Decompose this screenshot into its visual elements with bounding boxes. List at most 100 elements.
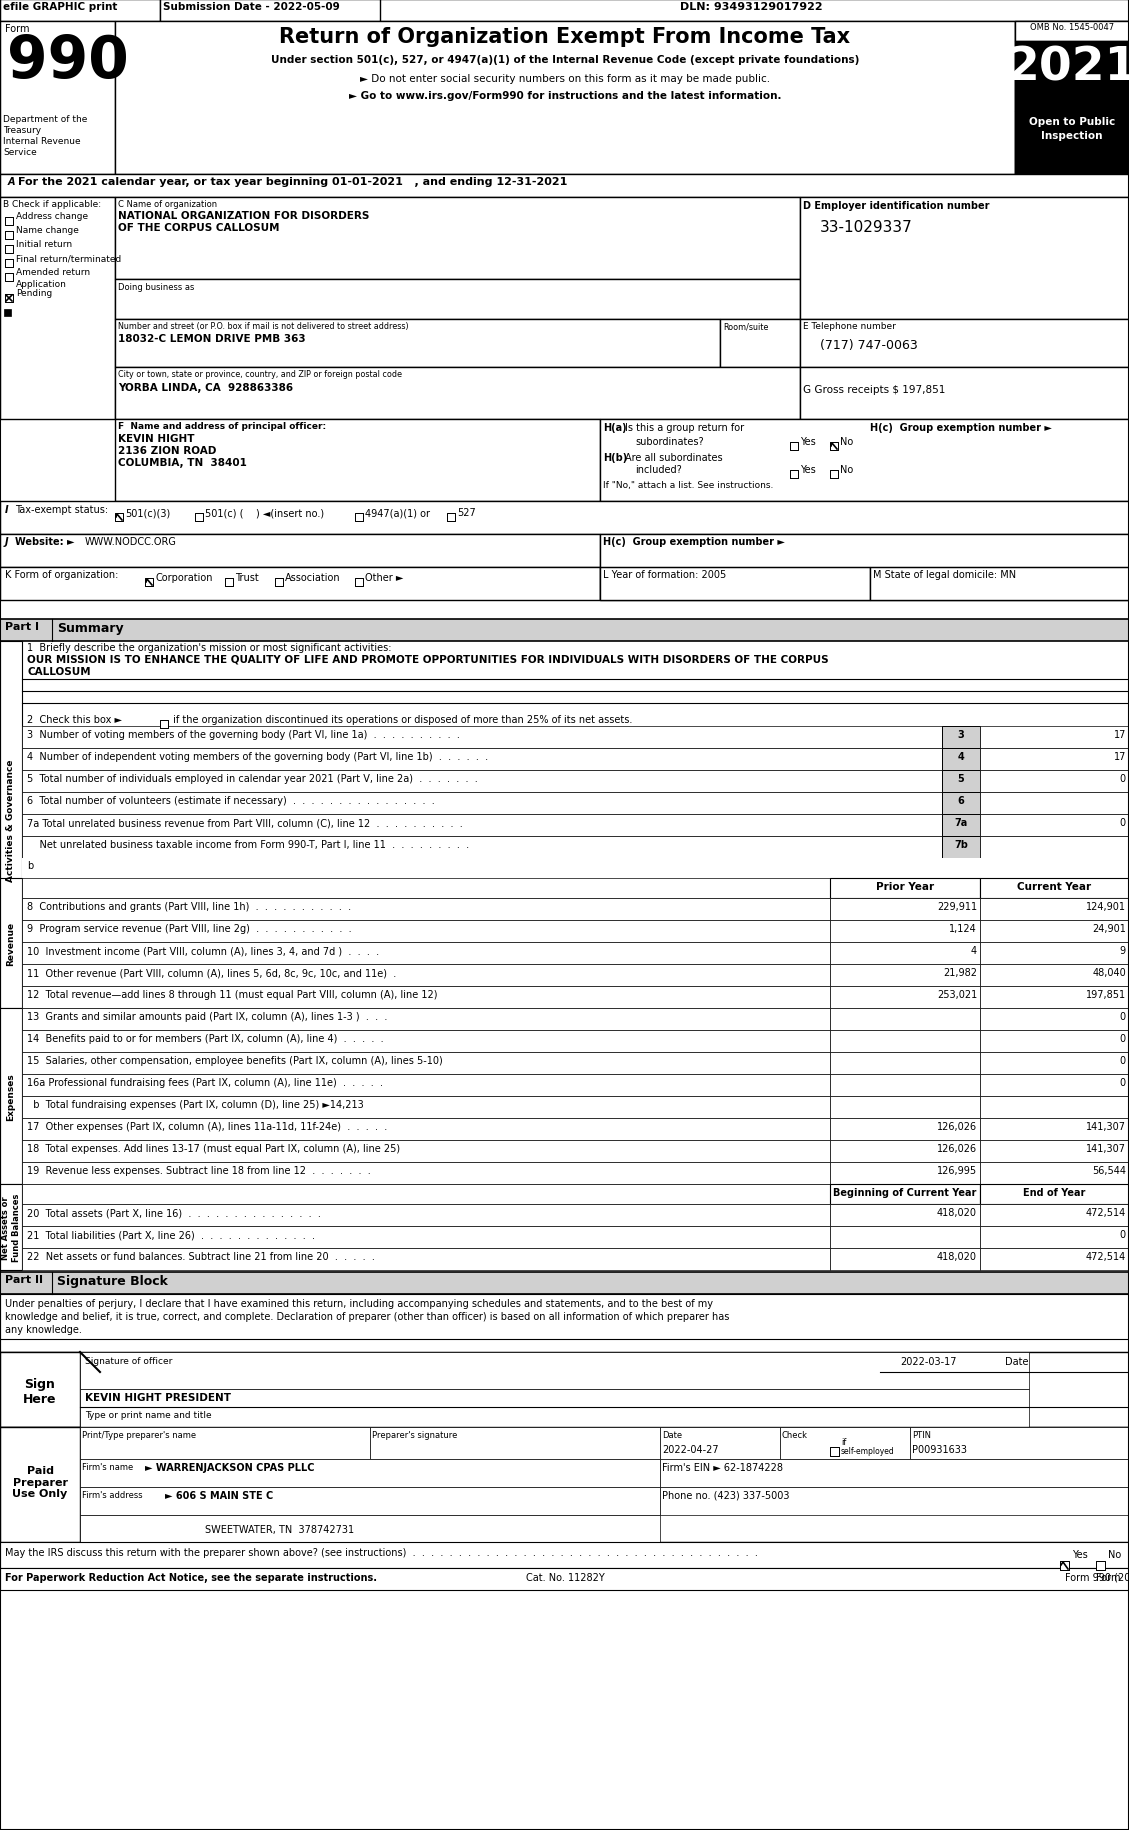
Bar xyxy=(0,567,599,600)
Bar xyxy=(21,814,942,836)
Bar xyxy=(21,1052,830,1074)
Bar xyxy=(21,1118,830,1140)
Bar xyxy=(980,964,1129,986)
Bar xyxy=(830,1118,980,1140)
Text: 501(c)(3): 501(c)(3) xyxy=(125,507,170,518)
Text: OUR MISSION IS TO ENHANCE THE QUALITY OF LIFE AND PROMOTE OPPORTUNITIES FOR INDI: OUR MISSION IS TO ENHANCE THE QUALITY OF… xyxy=(27,655,829,664)
Text: ► 606 S MAIN STE C: ► 606 S MAIN STE C xyxy=(165,1490,273,1501)
Text: For the 2021 calendar year, or tax year beginning 01-01-2021   , and ending 12-3: For the 2021 calendar year, or tax year … xyxy=(18,178,568,187)
Bar xyxy=(942,792,980,814)
Bar xyxy=(660,1488,1129,1515)
Bar xyxy=(980,727,1129,748)
Text: Expenses: Expenses xyxy=(7,1072,16,1120)
Text: If "No," attach a list. See instructions.: If "No," attach a list. See instructions… xyxy=(603,481,773,490)
Bar xyxy=(225,578,233,587)
Text: 4947(a)(1) or: 4947(a)(1) or xyxy=(365,507,430,518)
Bar xyxy=(160,721,168,728)
Bar xyxy=(0,1184,21,1270)
Text: 418,020: 418,020 xyxy=(937,1208,977,1217)
Bar xyxy=(21,727,942,748)
Text: Date: Date xyxy=(662,1431,682,1438)
Text: 141,307: 141,307 xyxy=(1086,1144,1126,1153)
Text: 8  Contributions and grants (Part VIII, line 1h)  .  .  .  .  .  .  .  .  .  .  : 8 Contributions and grants (Part VIII, l… xyxy=(27,902,351,911)
Text: J: J xyxy=(5,536,9,547)
Text: WWW.NODCC.ORG: WWW.NODCC.ORG xyxy=(85,536,177,547)
Text: 472,514: 472,514 xyxy=(1086,1208,1126,1217)
Bar xyxy=(830,1448,839,1457)
Text: G Gross receipts $ 197,851: G Gross receipts $ 197,851 xyxy=(803,384,945,395)
Text: 472,514: 472,514 xyxy=(1086,1252,1126,1261)
Bar xyxy=(21,1140,830,1162)
Text: 13  Grants and similar amounts paid (Part IX, column (A), lines 1-3 )  .  .  .: 13 Grants and similar amounts paid (Part… xyxy=(27,1012,387,1021)
Bar xyxy=(115,280,800,320)
Text: Submission Date - 2022-05-09: Submission Date - 2022-05-09 xyxy=(163,2,340,13)
Bar xyxy=(115,514,123,522)
Text: End of Year: End of Year xyxy=(1023,1188,1085,1197)
Text: 501(c) (    ) ◄(insert no.): 501(c) ( ) ◄(insert no.) xyxy=(205,507,324,518)
Bar xyxy=(0,620,1129,642)
Text: Final return/terminated: Final return/terminated xyxy=(16,254,121,264)
Text: Other ►: Other ► xyxy=(365,573,403,582)
Text: Date: Date xyxy=(1005,1356,1029,1367)
Bar xyxy=(0,642,21,999)
Text: H(b): H(b) xyxy=(603,452,628,463)
Text: any knowledge.: any knowledge. xyxy=(5,1325,82,1334)
Bar xyxy=(1096,1561,1105,1570)
Text: E Telephone number: E Telephone number xyxy=(803,322,896,331)
Bar xyxy=(21,1204,830,1226)
Text: 141,307: 141,307 xyxy=(1086,1122,1126,1131)
Text: Type or print name and title: Type or print name and title xyxy=(85,1411,211,1420)
Text: 5: 5 xyxy=(957,774,964,783)
Bar xyxy=(980,920,1129,942)
Text: H(a): H(a) xyxy=(603,423,627,432)
Text: Tax-exempt status:: Tax-exempt status: xyxy=(15,505,108,514)
Text: 1  Briefly describe the organization's mission or most significant activities:: 1 Briefly describe the organization's mi… xyxy=(27,642,392,653)
Bar xyxy=(980,899,1129,920)
Text: 19  Revenue less expenses. Subtract line 18 from line 12  .  .  .  .  .  .  .: 19 Revenue less expenses. Subtract line … xyxy=(27,1166,370,1175)
Bar xyxy=(80,1515,660,1543)
Bar xyxy=(830,1008,980,1030)
Text: M State of legal domicile: MN: M State of legal domicile: MN xyxy=(873,569,1016,580)
Bar xyxy=(5,232,14,240)
Text: Sign
Here: Sign Here xyxy=(24,1378,56,1405)
Text: 229,911: 229,911 xyxy=(937,902,977,911)
Bar xyxy=(800,198,1129,320)
Text: 5  Total number of individuals employed in calendar year 2021 (Part V, line 2a) : 5 Total number of individuals employed i… xyxy=(27,774,478,783)
Text: 527: 527 xyxy=(457,507,475,518)
Bar xyxy=(21,858,1129,878)
Bar xyxy=(790,443,798,450)
Text: 6: 6 xyxy=(957,796,964,805)
Bar xyxy=(830,470,838,479)
Text: Part II: Part II xyxy=(5,1274,43,1285)
Text: Under section 501(c), 527, or 4947(a)(1) of the Internal Revenue Code (except pr: Under section 501(c), 527, or 4947(a)(1)… xyxy=(271,55,859,64)
Text: 16a Professional fundraising fees (Part IX, column (A), line 11e)  .  .  .  .  .: 16a Professional fundraising fees (Part … xyxy=(27,1078,383,1087)
Text: if the organization discontinued its operations or disposed of more than 25% of : if the organization discontinued its ope… xyxy=(170,714,632,725)
Bar xyxy=(5,260,14,267)
Bar xyxy=(115,198,800,280)
Text: Phone no. (423) 337-5003: Phone no. (423) 337-5003 xyxy=(662,1490,789,1501)
Text: 21,982: 21,982 xyxy=(943,968,977,977)
Bar xyxy=(980,836,1129,858)
Bar xyxy=(21,1184,830,1204)
Bar xyxy=(980,748,1129,770)
Text: P00931633: P00931633 xyxy=(912,1444,968,1455)
Text: F  Name and address of principal officer:: F Name and address of principal officer: xyxy=(119,421,326,430)
Text: Treasury: Treasury xyxy=(3,126,41,135)
Bar xyxy=(21,920,830,942)
Text: 56,544: 56,544 xyxy=(1092,1166,1126,1175)
Bar xyxy=(599,419,1129,501)
Text: A: A xyxy=(8,178,16,187)
Bar xyxy=(1015,22,1129,176)
Text: Department of the: Department of the xyxy=(3,115,87,124)
Text: b: b xyxy=(27,860,33,871)
Text: Net Assets or
Fund Balances: Net Assets or Fund Balances xyxy=(1,1193,20,1261)
Text: KEVIN HIGHT PRESIDENT: KEVIN HIGHT PRESIDENT xyxy=(85,1393,231,1402)
Bar xyxy=(115,514,123,522)
Text: ► WARRENJACKSON CPAS PLLC: ► WARRENJACKSON CPAS PLLC xyxy=(145,1462,315,1471)
Bar xyxy=(830,443,838,450)
Bar xyxy=(980,1096,1129,1118)
Bar xyxy=(942,770,980,792)
Text: Check: Check xyxy=(782,1431,808,1438)
Text: Firm's name: Firm's name xyxy=(82,1462,133,1471)
Text: 124,901: 124,901 xyxy=(1086,902,1126,911)
